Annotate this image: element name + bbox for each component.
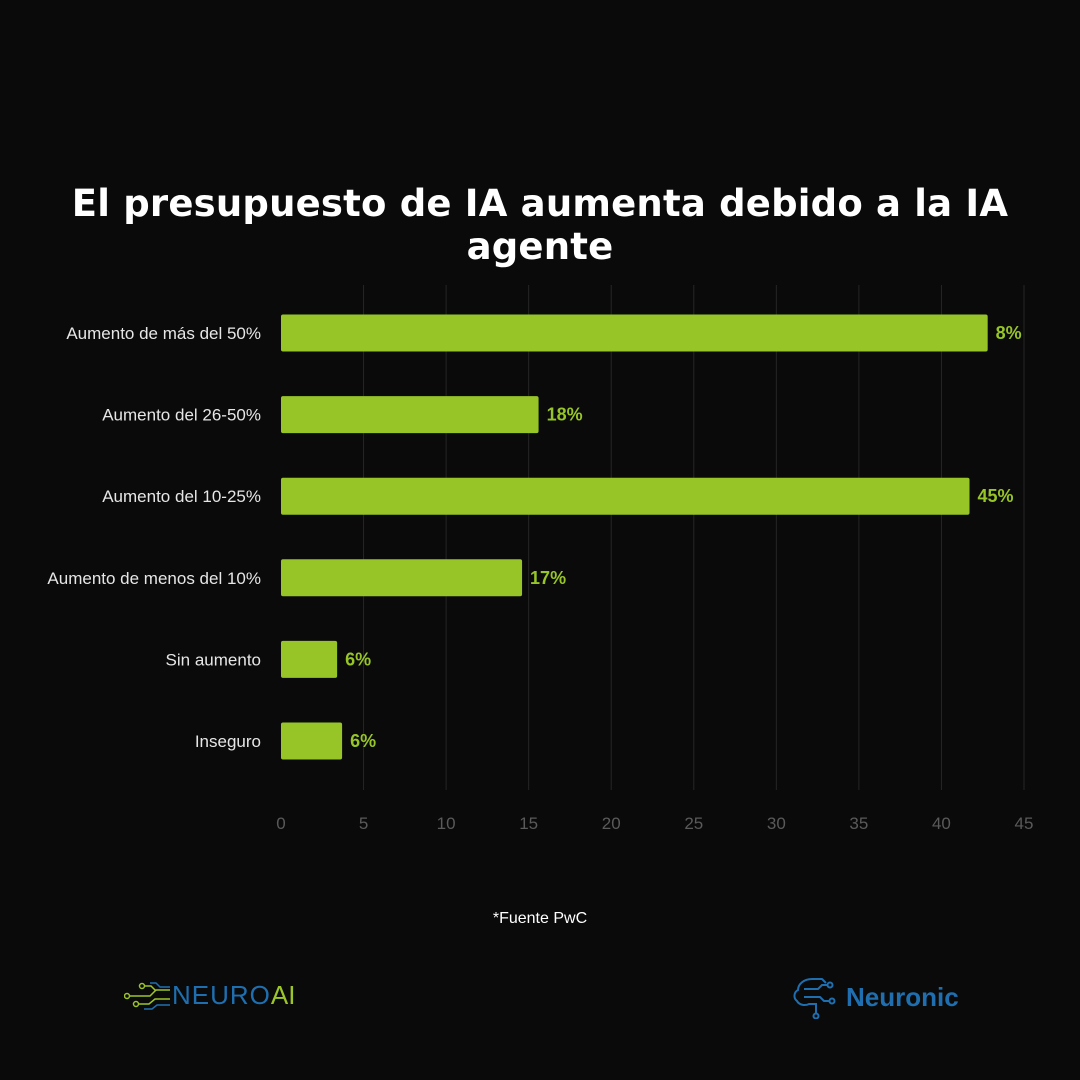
- data-label: 8%: [996, 323, 1022, 343]
- x-tick-label: 15: [519, 814, 538, 833]
- brain-circuit-icon: [793, 978, 836, 1019]
- data-label: 6%: [350, 731, 376, 751]
- logo-text-ai: AI: [270, 980, 296, 1010]
- category-label: Aumento del 26-50%: [102, 406, 261, 425]
- logo-text-neuronic: Neuronic: [846, 981, 959, 1012]
- bar: [281, 396, 539, 434]
- category-label: Aumento de más del 50%: [66, 324, 261, 343]
- data-label: 18%: [547, 405, 583, 425]
- logo-text-neuro: NEURO: [172, 980, 271, 1010]
- chart-title: El presupuesto de IA aumenta debido a la…: [71, 182, 1009, 268]
- x-tick-label: 35: [849, 814, 868, 833]
- category-label: Aumento del 10-25%: [102, 487, 261, 506]
- x-tick-label: 25: [684, 814, 703, 833]
- x-tick-label: 20: [602, 814, 621, 833]
- category-label: Inseguro: [195, 732, 261, 751]
- bar: [281, 640, 338, 678]
- x-tick-label: 40: [932, 814, 951, 833]
- data-label: 45%: [978, 486, 1014, 506]
- data-label: 6%: [345, 649, 371, 669]
- circuit-icon: [124, 981, 170, 1010]
- neuronic-logo: Neuronic: [792, 975, 959, 1019]
- source-note: *Fuente PwC: [492, 910, 588, 927]
- bar: [281, 477, 970, 515]
- bar: [281, 314, 988, 352]
- x-tick-label: 30: [767, 814, 786, 833]
- bar-chart: 0 5 10 15 20 25 30 35 40 45 Aumento de más del 50%…: [47, 285, 1034, 833]
- x-tick-label: 10: [437, 814, 456, 833]
- neuroai-logo: NEURO AI: [124, 980, 295, 1011]
- x-tick-label: 5: [359, 814, 368, 833]
- category-label: Aumento de menos del 10%: [47, 569, 261, 588]
- x-tick-label: 45: [1015, 814, 1034, 833]
- x-tick-label: 0: [276, 814, 285, 833]
- category-label: Sin aumento: [166, 650, 261, 669]
- bar: [281, 722, 343, 760]
- data-label: 17%: [530, 568, 566, 588]
- bar: [281, 559, 523, 597]
